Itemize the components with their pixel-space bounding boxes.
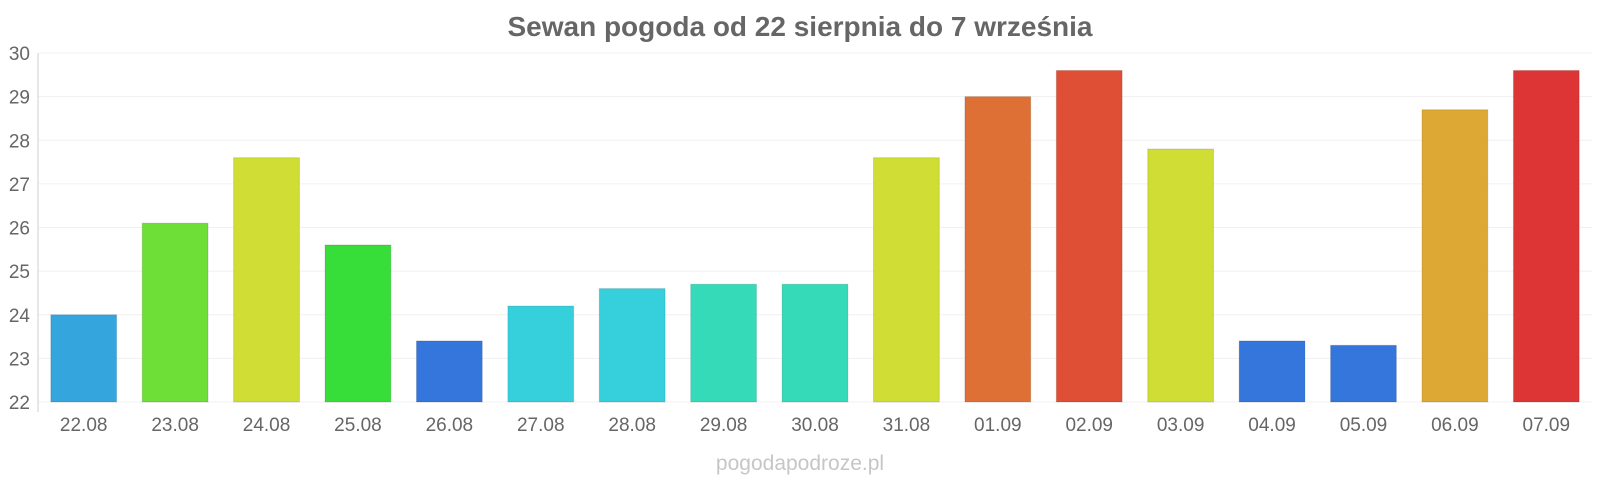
y-tick-label: 24 — [9, 306, 31, 327]
x-tick-label: 27.08 — [517, 415, 565, 436]
bar — [781, 283, 849, 403]
bar — [1147, 148, 1215, 403]
x-tick-label: 22.08 — [60, 415, 108, 436]
y-tick-label: 28 — [9, 131, 30, 152]
x-tick-label: 23.08 — [151, 415, 199, 436]
bar — [873, 157, 940, 403]
y-axis-ticks: 22 23 24 25 26 27 28 29 30 — [9, 44, 31, 414]
bar — [415, 340, 483, 403]
bar — [50, 314, 118, 403]
bar — [233, 157, 300, 403]
x-tick-label: 05.09 — [1340, 415, 1388, 436]
y-tick-label: 26 — [9, 219, 30, 240]
y-tick-label: 25 — [9, 262, 30, 283]
bar — [141, 222, 209, 403]
bar — [507, 305, 575, 403]
bar — [690, 283, 757, 403]
x-tick-label: 25.08 — [334, 415, 382, 436]
bar — [598, 288, 666, 403]
bar — [324, 244, 392, 403]
y-tick-label: 29 — [9, 88, 30, 109]
x-tick-label: 07.09 — [1523, 415, 1571, 436]
y-tick-label: 22 — [9, 393, 30, 414]
x-tick-label: 28.08 — [608, 415, 656, 436]
bar — [1512, 69, 1580, 403]
bar — [964, 96, 1032, 403]
x-tick-label: 02.09 — [1065, 415, 1113, 436]
x-tick-label: 01.09 — [974, 415, 1022, 436]
y-tick-label: 23 — [9, 349, 30, 370]
bar — [1238, 340, 1306, 403]
x-tick-label: 04.09 — [1248, 415, 1296, 436]
x-tick-label: 03.09 — [1157, 415, 1205, 436]
chart-title: Sewan pogoda od 22 sierpnia do 7 wrześni… — [507, 11, 1092, 42]
x-tick-label: 06.09 — [1431, 415, 1479, 436]
x-axis-ticks: 22.08 23.08 24.08 25.08 26.08 27.08 28.08 29.08… — [60, 415, 1570, 436]
bar — [1330, 344, 1397, 403]
x-tick-label: 29.08 — [700, 415, 748, 436]
y-tick-label: 27 — [9, 175, 30, 196]
x-tick-label: 30.08 — [791, 415, 839, 436]
x-tick-label: 26.08 — [426, 415, 474, 436]
x-tick-label: 31.08 — [883, 415, 931, 436]
x-tick-label: 24.08 — [243, 415, 291, 436]
bar — [1421, 109, 1489, 403]
bars — [50, 69, 1580, 403]
bar — [1055, 69, 1123, 403]
watermark-text: pogodapodroze.pl — [716, 452, 884, 475]
y-tick-label: 30 — [9, 44, 30, 65]
